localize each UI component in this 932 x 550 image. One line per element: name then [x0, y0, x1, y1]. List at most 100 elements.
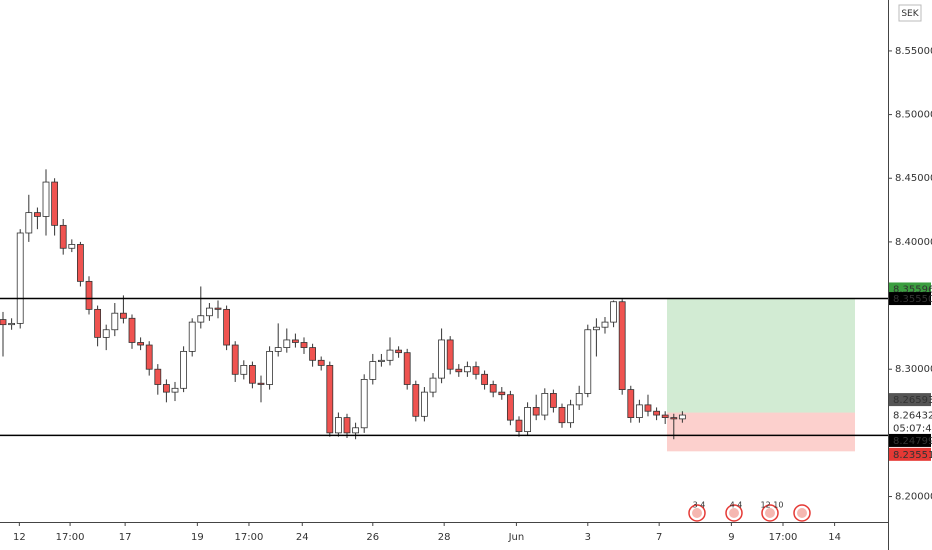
candle-body — [42, 181, 50, 217]
candle-body — [489, 384, 497, 393]
y-tick-label: 8.20000 — [895, 492, 932, 503]
candle-body — [575, 393, 583, 406]
candle-body — [326, 364, 334, 434]
candle-body — [85, 280, 93, 310]
event-label: 4 4 — [730, 501, 743, 510]
candle-body — [481, 373, 488, 385]
candle-body — [257, 382, 265, 385]
x-tick-label: 9 — [728, 532, 734, 543]
candle-body — [343, 417, 351, 434]
candle-body — [618, 301, 626, 390]
candle-body — [300, 342, 308, 348]
y-tick-label: 8.40000 — [895, 237, 932, 248]
candle-body — [463, 366, 471, 373]
candle-body — [438, 339, 445, 379]
candle-body — [653, 410, 660, 416]
x-tick-label: 17:00 — [235, 532, 264, 543]
candle-body — [206, 307, 213, 317]
y-tick-label: 8.30000 — [895, 364, 932, 375]
candle-body — [635, 404, 643, 418]
x-tick-label: 17:00 — [56, 532, 85, 543]
candle-body — [197, 315, 205, 323]
candle-body — [446, 339, 454, 370]
x-tick-label: 17:00 — [769, 532, 798, 543]
candle-body — [231, 344, 239, 375]
candle-body — [584, 329, 592, 394]
last-price: 8.26432 — [893, 411, 932, 422]
candle-body — [678, 414, 686, 420]
candle-body — [180, 350, 188, 389]
event-label: 3 4 — [693, 501, 706, 510]
candle-body — [610, 301, 617, 323]
candle-body — [266, 350, 273, 385]
event-flag — [692, 508, 702, 518]
event-flag — [797, 508, 807, 518]
candle-body — [8, 322, 16, 326]
candle-body — [334, 417, 342, 434]
candle-body — [498, 391, 506, 396]
candle-body — [188, 321, 196, 352]
candle-body — [240, 364, 248, 375]
candle-body — [16, 232, 24, 324]
candle-body — [524, 407, 531, 433]
candle-body — [549, 393, 557, 408]
candle-body — [515, 419, 523, 433]
candle-body — [532, 407, 540, 416]
candle-body — [137, 342, 145, 346]
candle-body — [420, 391, 428, 417]
target-label: 8.35596 — [893, 284, 932, 295]
x-tick-label: 19 — [191, 532, 204, 543]
candle-body — [317, 359, 325, 366]
candle-body — [601, 321, 609, 328]
candle-body — [386, 349, 394, 361]
entry-label: 8.26593 — [893, 395, 932, 406]
candle-body — [377, 359, 385, 362]
candle-body — [541, 393, 549, 416]
x-tick-label: 17 — [119, 532, 132, 543]
event-flag — [765, 508, 775, 518]
candle-body — [360, 379, 368, 429]
resistance-badge — [889, 292, 931, 306]
x-tick-label: 7 — [656, 532, 662, 543]
candle-body — [145, 344, 153, 370]
candle-body — [214, 307, 222, 310]
candle-body — [283, 339, 291, 348]
candle-body — [567, 404, 574, 424]
entry-badge — [889, 393, 931, 407]
candle-body — [429, 377, 437, 393]
candle-body — [627, 389, 635, 418]
stop-zone — [667, 412, 855, 452]
x-tick-label: 26 — [366, 532, 379, 543]
candle-body — [403, 352, 411, 385]
candle-body — [412, 384, 420, 417]
candle-body — [94, 308, 102, 338]
candle-body — [506, 394, 514, 421]
candle-body — [291, 339, 299, 343]
candle-body — [102, 329, 110, 338]
candle-body — [661, 414, 669, 418]
x-tick-label: 3 — [585, 532, 591, 543]
candle-body — [68, 244, 76, 249]
candle-body — [77, 244, 84, 282]
stop-badge — [889, 447, 931, 461]
currency-box — [898, 4, 922, 22]
candle-body — [51, 181, 59, 226]
event-label: 12 10 — [761, 501, 784, 510]
resistance-label: 8.35550 — [893, 294, 932, 305]
currency: SEK — [901, 9, 919, 19]
y-tick-label: 8.45000 — [895, 173, 932, 184]
candle-body — [59, 224, 67, 249]
x-tick-label: 24 — [296, 532, 309, 543]
candle-body — [0, 319, 7, 326]
x-tick-label: 28 — [438, 532, 451, 543]
candle-body — [670, 417, 678, 420]
candle-body — [309, 347, 316, 361]
candle-body — [472, 366, 480, 375]
candle-body — [163, 384, 170, 393]
candle-body — [455, 368, 463, 373]
candle-body — [171, 387, 179, 393]
y-tick-label: 8.50000 — [895, 110, 932, 121]
candle-body — [25, 212, 33, 234]
candle-body — [128, 317, 136, 343]
